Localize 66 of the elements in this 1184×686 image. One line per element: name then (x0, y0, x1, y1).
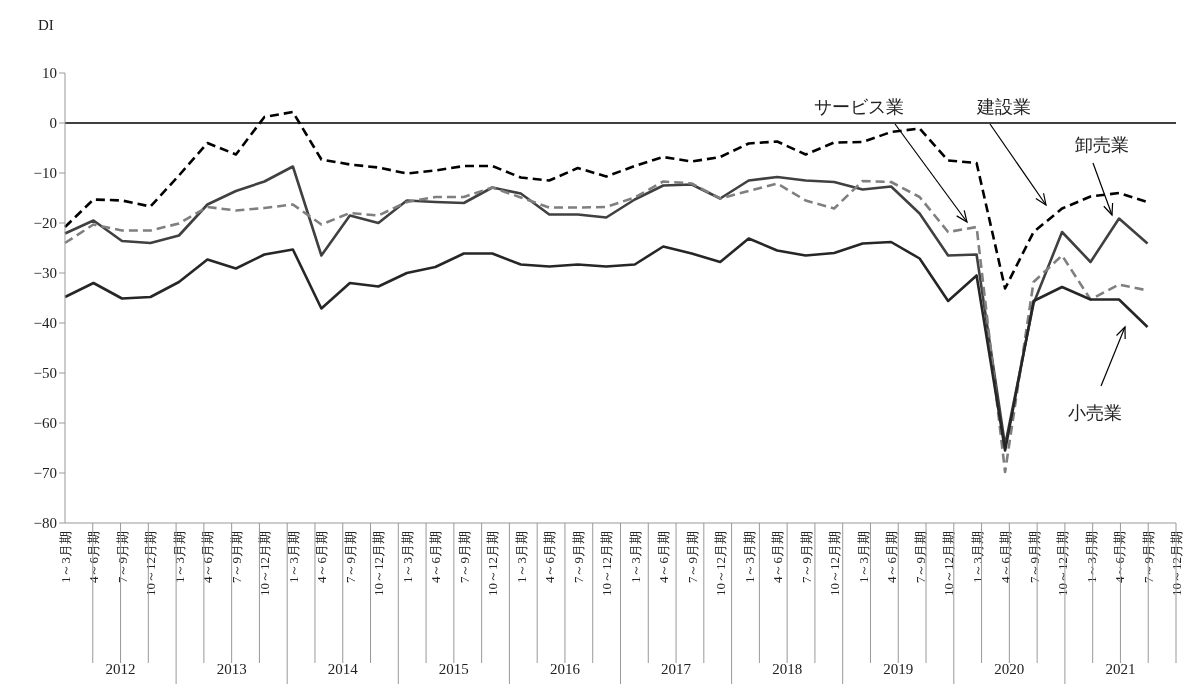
x-tick-label: 1～3月期 (741, 531, 757, 583)
x-tick-label: 7～9月期 (114, 531, 130, 583)
text: 2016 (549, 661, 581, 677)
y-tick-label: −80 (33, 515, 57, 532)
text: 2014 (327, 661, 359, 677)
x-tick-label: 10～12月期 (485, 531, 501, 596)
text: 2019 (883, 661, 914, 677)
y-tick-label: −10 (33, 165, 57, 182)
x-tick-label: 7～9月期 (798, 531, 814, 583)
x-tick-label: 4～6月期 (200, 531, 216, 583)
x-tick-label: 7～9月期 (912, 531, 928, 583)
x-tick-label: 10～12月期 (599, 531, 615, 596)
x-tick-label: 7～9月期 (342, 531, 358, 583)
x-tick-label: 10～12月期 (257, 531, 273, 596)
text: 2020 (994, 661, 1025, 677)
y-tick-label: −50 (33, 365, 57, 382)
x-tick-label: 4～6月期 (656, 531, 672, 583)
x-tick-label: 10～12月期 (713, 531, 729, 596)
text: 2021 (1105, 661, 1136, 677)
x-tick-label: 10～12月期 (371, 531, 387, 596)
y-tick-label: −30 (33, 265, 57, 282)
x-tick-label: 4～6月期 (998, 531, 1014, 583)
x-tick-label: 7～9月期 (228, 531, 244, 583)
x-tick-label: 7～9月期 (570, 531, 586, 583)
x-tick-label: 4～6月期 (884, 531, 900, 583)
y-axis-title: DI (38, 17, 54, 33)
text: サービス業 (814, 97, 904, 117)
x-tick-label: 1～3月期 (855, 531, 871, 583)
x-tick-label: 10～12月期 (1169, 531, 1184, 596)
text: 2015 (438, 661, 469, 677)
y-tick-label: −70 (33, 465, 57, 482)
text: 卸売業 (1075, 135, 1129, 155)
y-tick-label: 0 (49, 115, 57, 132)
x-tick-label: 7～9月期 (1026, 531, 1042, 583)
x-tick-label: 10～12月期 (827, 531, 843, 596)
x-tick-label: 1～3月期 (627, 531, 643, 583)
x-tick-label: 1～3月期 (399, 531, 415, 583)
x-tick-label: 1～3月期 (285, 531, 301, 583)
y-tick-label: 10 (42, 65, 57, 82)
y-tick-label: −20 (33, 215, 57, 232)
line-series (63, 237, 1149, 452)
y-tick-label: −60 (33, 415, 57, 432)
text: 2018 (772, 661, 803, 677)
x-tick-label: 1～3月期 (58, 531, 73, 583)
y-tick-label: −40 (33, 315, 57, 332)
x-tick-label: 1～3月期 (1083, 531, 1099, 583)
x-tick-label: 4～6月期 (428, 531, 444, 583)
x-tick-label: 1～3月期 (969, 531, 985, 583)
x-tick-label: 10～12月期 (143, 531, 159, 596)
x-tick-label: 4～6月期 (86, 531, 102, 583)
text: 2012 (105, 661, 136, 677)
x-tick-label: 4～6月期 (314, 531, 330, 583)
x-tick-label: 7～9月期 (684, 531, 700, 583)
x-tick-label: 1～3月期 (171, 531, 187, 583)
x-tick-label: 7～9月期 (456, 531, 472, 583)
x-tick-label: 10～12月期 (941, 531, 957, 596)
x-tick-label: 10～12月期 (1055, 531, 1071, 596)
x-tick-label: 4～6月期 (1112, 531, 1128, 583)
x-tick-label: 4～6月期 (770, 531, 786, 583)
x-tick-label: 4～6月期 (542, 531, 558, 583)
text: 小売業 (1068, 403, 1122, 423)
text: 2017 (661, 661, 692, 677)
x-tick-label: 7～9月期 (1140, 531, 1156, 583)
text: 建設業 (976, 97, 1031, 117)
x-tick-label: 1～3月期 (513, 531, 529, 583)
text: 2013 (216, 661, 247, 677)
